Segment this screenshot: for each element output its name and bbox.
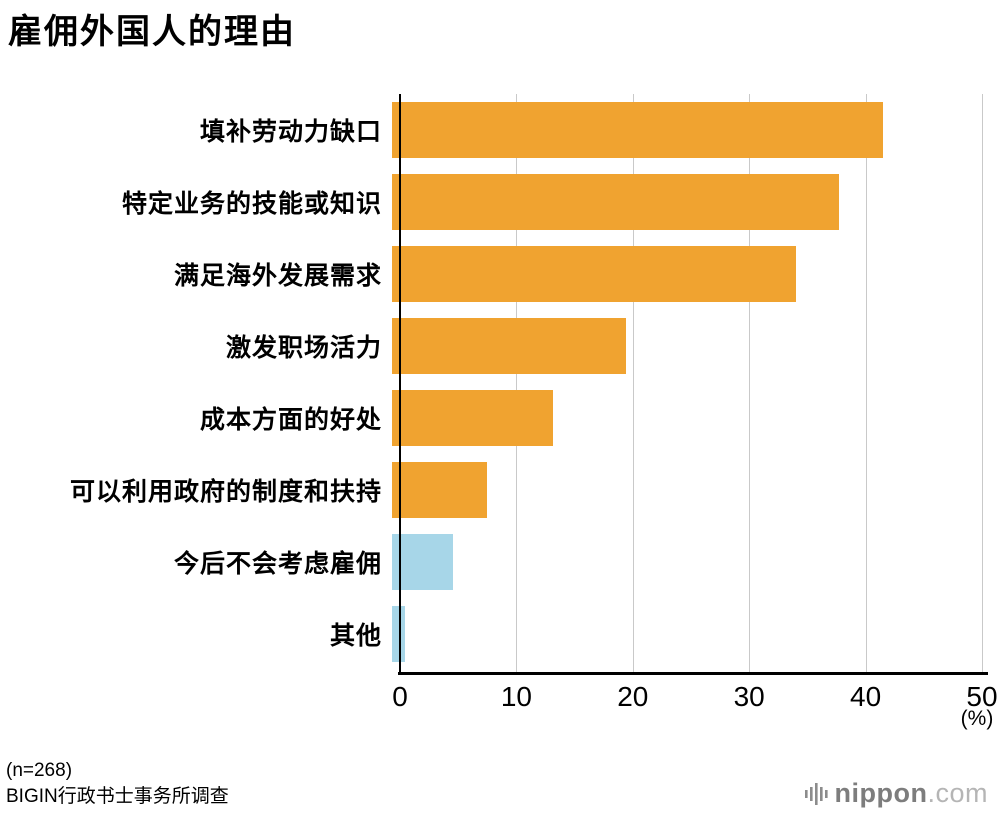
- bar: [392, 102, 884, 158]
- y-axis-line: [399, 94, 401, 673]
- bar-row: 今后不会考虑雇佣: [0, 526, 1000, 598]
- x-tick-label: 40: [850, 681, 882, 712]
- gridline: [632, 94, 634, 673]
- nippon-logo-icon: [804, 782, 828, 805]
- bar: [392, 462, 488, 518]
- bar: [392, 318, 626, 374]
- bar: [392, 174, 839, 230]
- x-axis-ticks: 0 10 20 30 40 50: [0, 681, 1000, 712]
- category-label: 满足海外发展需求: [173, 262, 382, 290]
- x-tick-label: 10: [500, 681, 532, 712]
- footer: (n=268) BIGIN行政书士事务所调查: [6, 758, 229, 810]
- bar-row: 满足海外发展需求: [0, 238, 1000, 310]
- nippon-logo: nippon.com: [804, 778, 988, 809]
- bar-row: 可以利用政府的制度和扶持: [0, 454, 1000, 526]
- nippon-logo-name: nippon: [834, 778, 928, 808]
- nippon-logo-tld: .com: [927, 778, 988, 808]
- category-label: 今后不会考虑雇佣: [173, 550, 382, 578]
- gridline: [516, 94, 518, 673]
- chart-title: 雇佣外国人的理由: [8, 13, 296, 51]
- bar: [392, 606, 405, 662]
- bar: [392, 246, 796, 302]
- source-label: BIGIN行政书士事务所调查: [6, 786, 229, 807]
- bar-row: 成本方面的好处: [0, 382, 1000, 454]
- category-label: 可以利用政府的制度和扶持: [69, 478, 382, 506]
- bar-row: 其他: [0, 598, 1000, 670]
- bar-rows: 填补劳动力缺口特定业务的技能或知识满足海外发展需求激发职场活力成本方面的好处可以…: [0, 94, 1000, 670]
- category-label: 填补劳动力缺口: [199, 118, 382, 146]
- gridline: [749, 94, 751, 673]
- bar-row: 激发职场活力: [0, 310, 1000, 382]
- x-axis-unit-label: (%): [960, 707, 994, 730]
- category-label: 特定业务的技能或知识: [121, 190, 382, 218]
- category-label: 其他: [329, 622, 382, 650]
- bar: [392, 534, 453, 590]
- bar-row: 填补劳动力缺口: [0, 94, 1000, 166]
- gridline: [865, 94, 867, 673]
- category-label: 成本方面的好处: [199, 406, 382, 434]
- x-tick-label: 20: [617, 681, 649, 712]
- category-label: 激发职场活力: [225, 334, 382, 362]
- nippon-logo-text: nippon.com: [835, 778, 988, 809]
- x-tick-label: 50: [966, 681, 998, 712]
- gridline: [982, 94, 983, 673]
- x-axis-baseline: [398, 672, 988, 675]
- bar: [392, 390, 553, 446]
- x-tick-label: 0: [392, 681, 408, 712]
- bar-row: 特定业务的技能或知识: [0, 166, 1000, 238]
- x-tick-label: 30: [733, 681, 765, 712]
- sample-size-label: (n=268): [6, 760, 73, 781]
- gridlines: [400, 94, 983, 673]
